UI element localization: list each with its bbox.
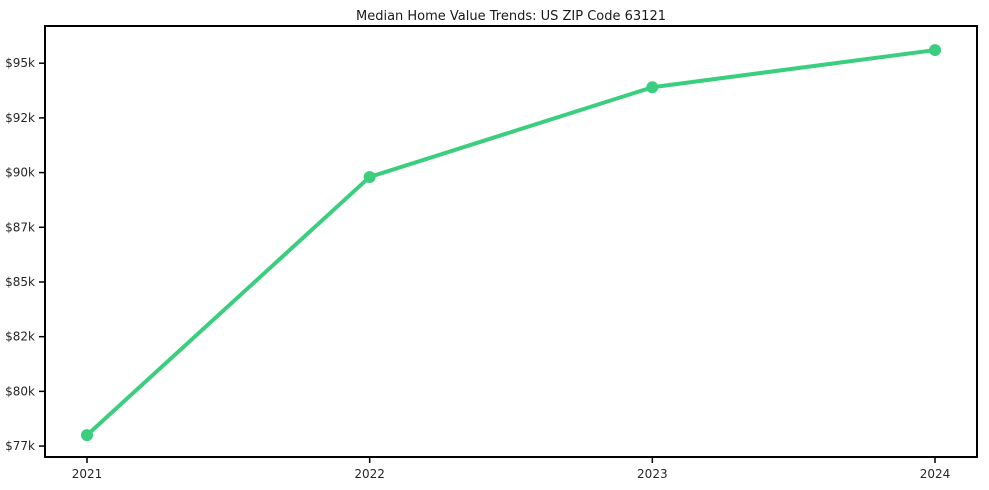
plot-spines: [44, 25, 978, 458]
y-tick-label: $85k: [5, 275, 35, 289]
x-tick-label: 2023: [637, 467, 668, 481]
data-point-marker: [646, 81, 659, 94]
y-tick-label: $82k: [5, 330, 35, 344]
y-tick-label: $90k: [5, 166, 35, 180]
y-tick-label: $80k: [5, 384, 35, 398]
x-tick-label: 2024: [920, 467, 951, 481]
data-line: [85, 48, 937, 438]
y-tick-label: $77k: [5, 439, 35, 453]
chart-title: Median Home Value Trends: US ZIP Code 63…: [356, 9, 666, 24]
x-tick-label: 2022: [354, 467, 385, 481]
data-point-marker: [929, 44, 941, 57]
y-tick-label: $87k: [5, 220, 35, 234]
y-tick-label: $92k: [5, 111, 35, 125]
data-point-marker: [363, 170, 376, 183]
y-tick-label: $95k: [5, 56, 35, 70]
x-tick-label: 2021: [72, 467, 103, 481]
data-point-marker: [81, 429, 93, 442]
plot-area: $77k $80k $82k $85k $87k $90k $92k $95k 2021 2022…: [5, 25, 978, 481]
